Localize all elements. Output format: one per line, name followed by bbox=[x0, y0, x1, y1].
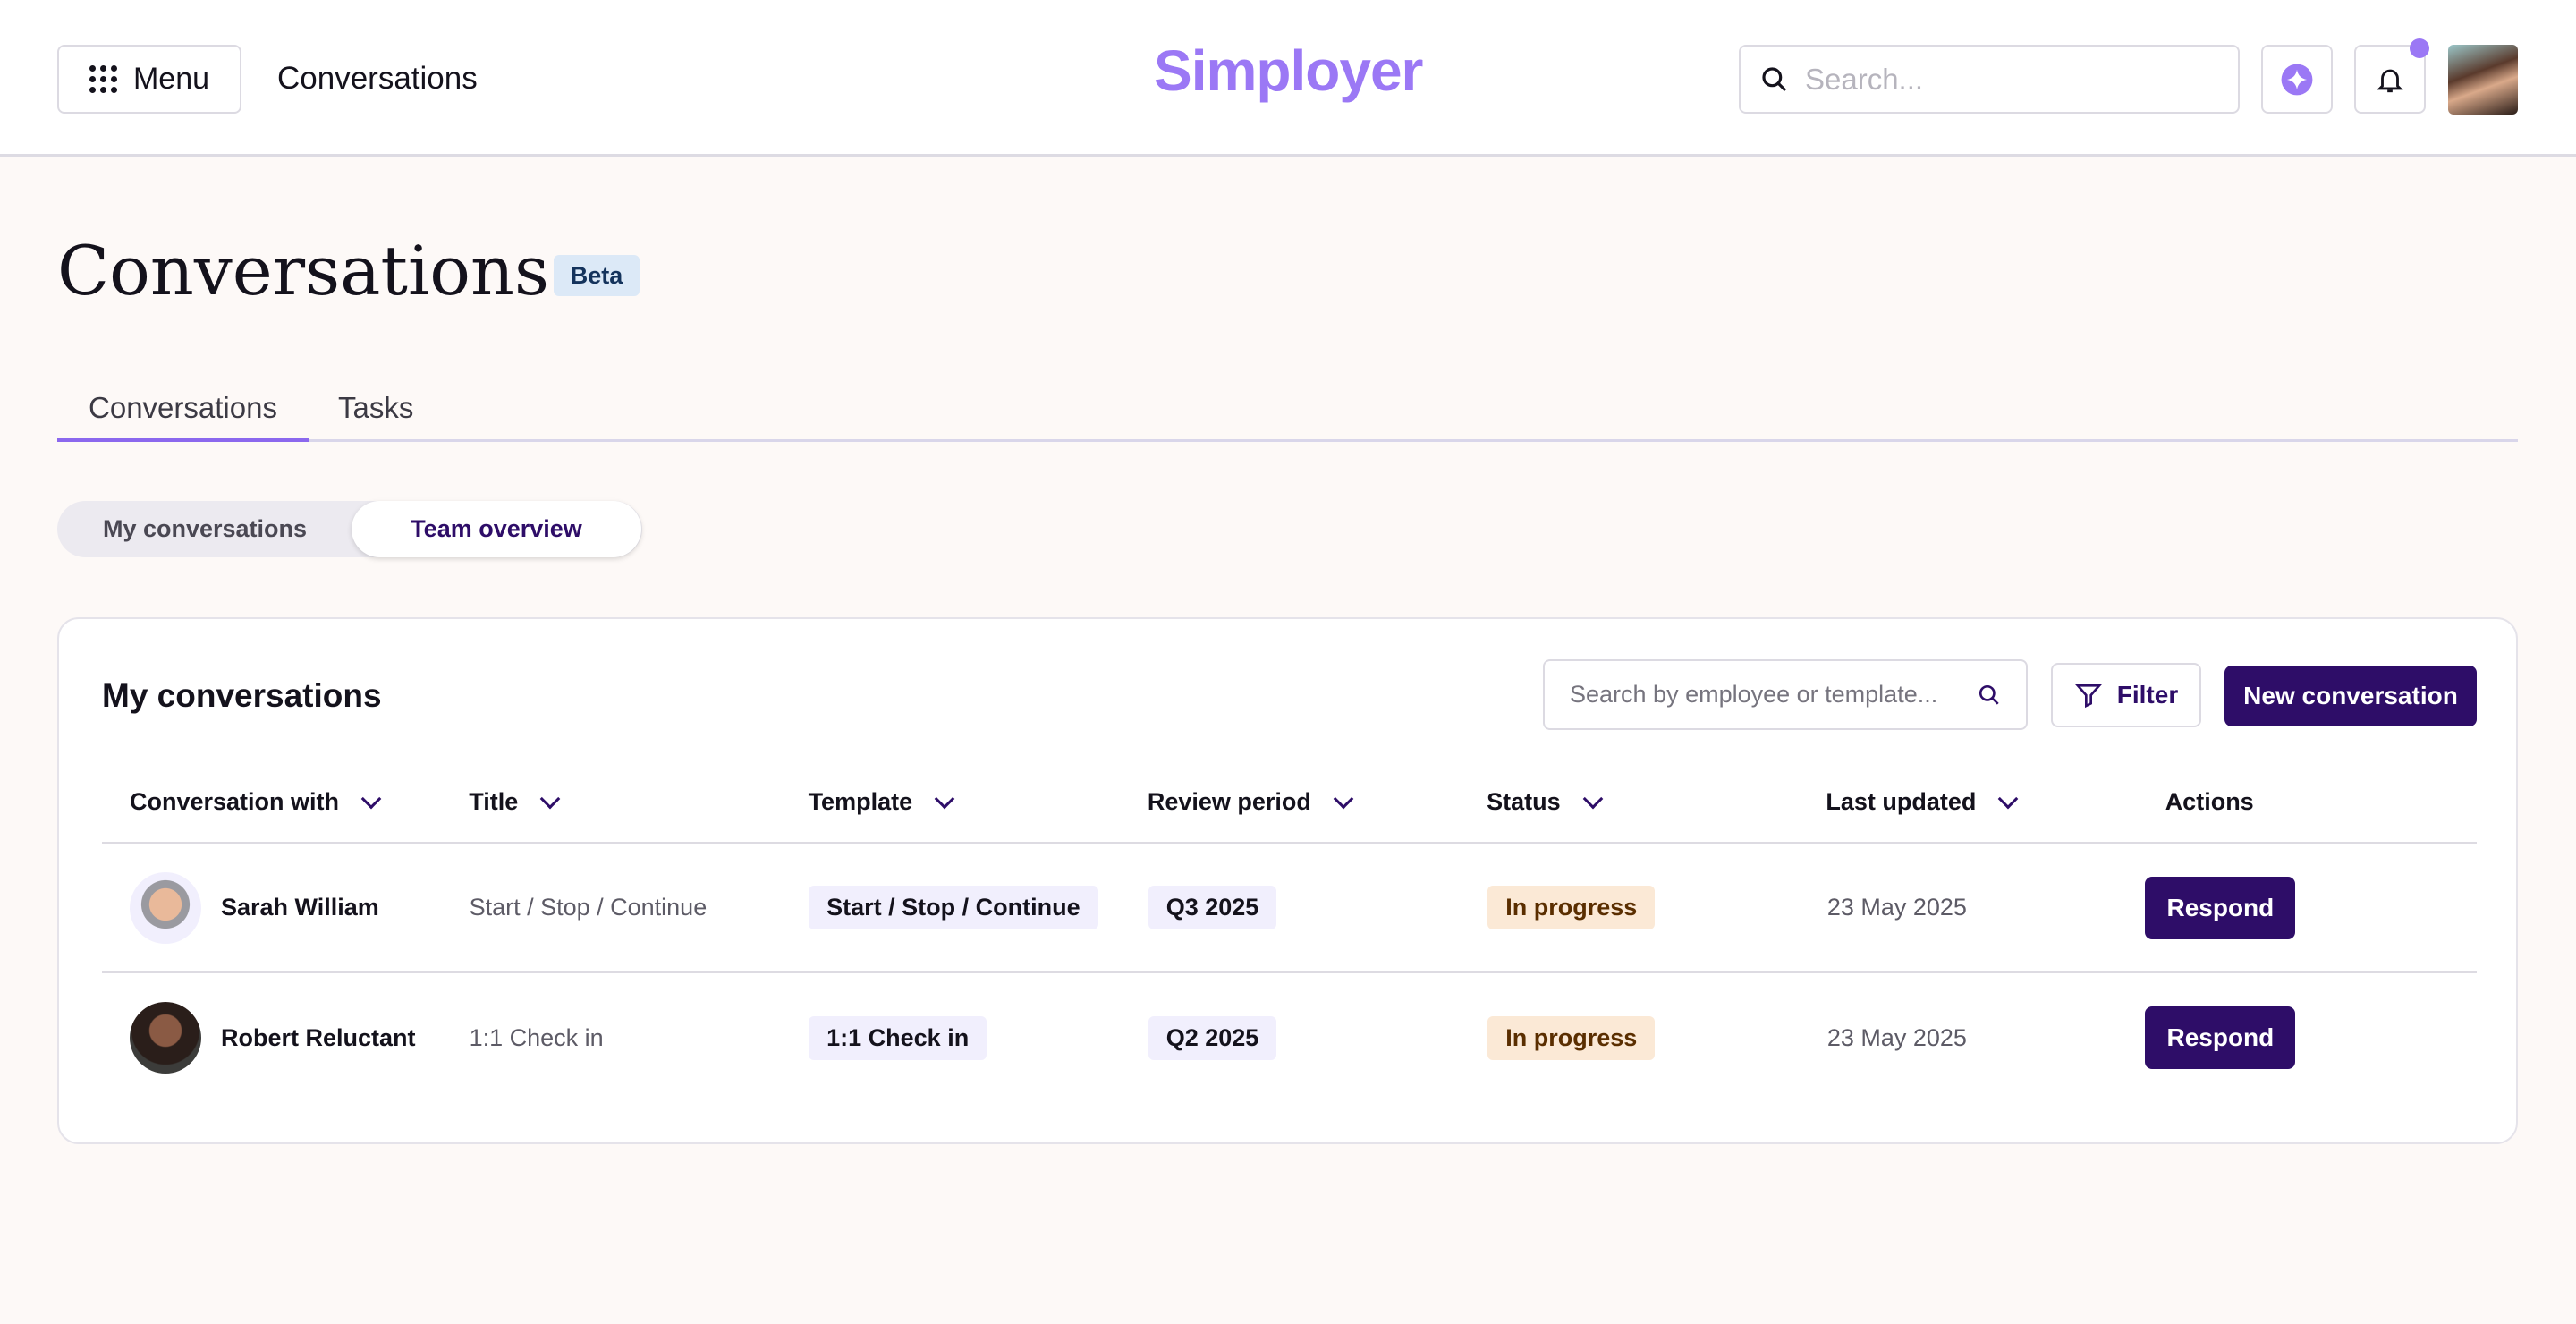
filter-icon bbox=[2074, 684, 2102, 709]
status-badge: In progress bbox=[1487, 886, 1656, 929]
column-label: Template bbox=[808, 788, 913, 815]
card-title: My conversations bbox=[102, 677, 382, 714]
segment-my-conversations[interactable]: My conversations bbox=[102, 515, 308, 542]
column-header: Actions bbox=[2138, 788, 2477, 816]
conversation-title: Start / Stop / Continue bbox=[469, 894, 708, 921]
template-tag: Start / Stop / Continue bbox=[809, 886, 1098, 929]
beta-badge: Beta bbox=[554, 255, 640, 296]
column-label: Status bbox=[1487, 788, 1561, 815]
conversations-table: Conversation with Title Template Review … bbox=[102, 762, 2477, 1102]
status-badge: In progress bbox=[1487, 1015, 1656, 1060]
table-header: Conversation with Title Template Review … bbox=[102, 762, 2477, 844]
respond-button[interactable]: Respond bbox=[2145, 1006, 2296, 1069]
template-tag: 1:1 Check in bbox=[809, 1015, 987, 1060]
chevron-down-icon bbox=[360, 788, 382, 809]
period-tag: Q3 2025 bbox=[1148, 886, 1277, 929]
search-icon bbox=[1762, 66, 1787, 91]
logo[interactable]: Simployer bbox=[1154, 38, 1423, 103]
column-header[interactable]: Template bbox=[781, 788, 1120, 816]
column-header[interactable]: Status bbox=[1459, 788, 1798, 816]
column-label: Review period bbox=[1147, 788, 1311, 815]
conversations-card: My conversations Search by employee or t… bbox=[57, 617, 2518, 1144]
view-toggle: My conversations Team overview bbox=[57, 501, 642, 557]
column-header[interactable]: Last updated bbox=[1798, 788, 2137, 816]
conversation-title: 1:1 Check in bbox=[469, 1023, 604, 1051]
chevron-down-icon bbox=[539, 788, 561, 809]
nav-title: Conversations bbox=[277, 61, 478, 96]
chevron-down-icon bbox=[934, 788, 955, 809]
table-row[interactable]: Sarah William Start / Stop / Continue St… bbox=[102, 844, 2477, 973]
sparkle-icon bbox=[2281, 64, 2313, 95]
last-updated: 23 May 2025 bbox=[1826, 894, 1967, 921]
column-label: Title bbox=[469, 788, 519, 815]
respond-button[interactable]: Respond bbox=[2145, 876, 2296, 939]
period-tag: Q2 2025 bbox=[1148, 1015, 1277, 1060]
segment-team-overview[interactable]: Team overview bbox=[352, 501, 641, 557]
ai-assistant-button[interactable] bbox=[2261, 45, 2333, 114]
chevron-down-icon bbox=[1582, 788, 1603, 809]
column-header[interactable]: Conversation with bbox=[102, 788, 441, 816]
employee-name: Robert Reluctant bbox=[221, 1023, 416, 1051]
avatar bbox=[130, 1002, 201, 1074]
chevron-down-icon bbox=[1998, 788, 2019, 809]
column-header[interactable]: Title bbox=[441, 788, 780, 816]
chevron-down-icon bbox=[1333, 788, 1354, 809]
notification-dot bbox=[2410, 38, 2429, 58]
global-search-input[interactable]: Search... bbox=[1739, 45, 2240, 114]
tab-tasks[interactable]: Tasks bbox=[338, 391, 414, 424]
top-header: Menu Conversations Simployer Search... bbox=[0, 0, 2576, 157]
grid-icon bbox=[89, 65, 117, 93]
table-row[interactable]: Robert Reluctant 1:1 Check in 1:1 Check … bbox=[102, 973, 2477, 1102]
search-icon bbox=[1979, 684, 1999, 705]
tab-conversations[interactable]: Conversations bbox=[57, 391, 309, 442]
new-conversation-button[interactable]: New conversation bbox=[2224, 666, 2477, 726]
column-header[interactable]: Review period bbox=[1120, 788, 1459, 816]
page-title: Conversations bbox=[57, 231, 549, 310]
search-placeholder: Search by employee or template... bbox=[1570, 681, 1938, 708]
bell-icon bbox=[2377, 69, 2403, 92]
filter-label: Filter bbox=[2116, 681, 2179, 709]
column-label: Last updated bbox=[1826, 788, 1977, 815]
conversation-search-input[interactable]: Search by employee or template... bbox=[1543, 659, 2028, 730]
employee-name: Sarah William bbox=[221, 894, 379, 921]
column-label: Actions bbox=[2165, 788, 2254, 815]
last-updated: 23 May 2025 bbox=[1826, 1023, 1967, 1051]
filter-button[interactable]: Filter bbox=[2051, 663, 2201, 727]
avatar bbox=[130, 871, 201, 944]
menu-label: Menu bbox=[132, 62, 210, 96]
column-label: Conversation with bbox=[130, 788, 340, 815]
search-placeholder: Search... bbox=[1805, 62, 1924, 96]
tabs: Conversations Tasks bbox=[57, 391, 2518, 442]
user-avatar[interactable] bbox=[2448, 45, 2518, 115]
menu-button[interactable]: Menu bbox=[57, 45, 242, 114]
